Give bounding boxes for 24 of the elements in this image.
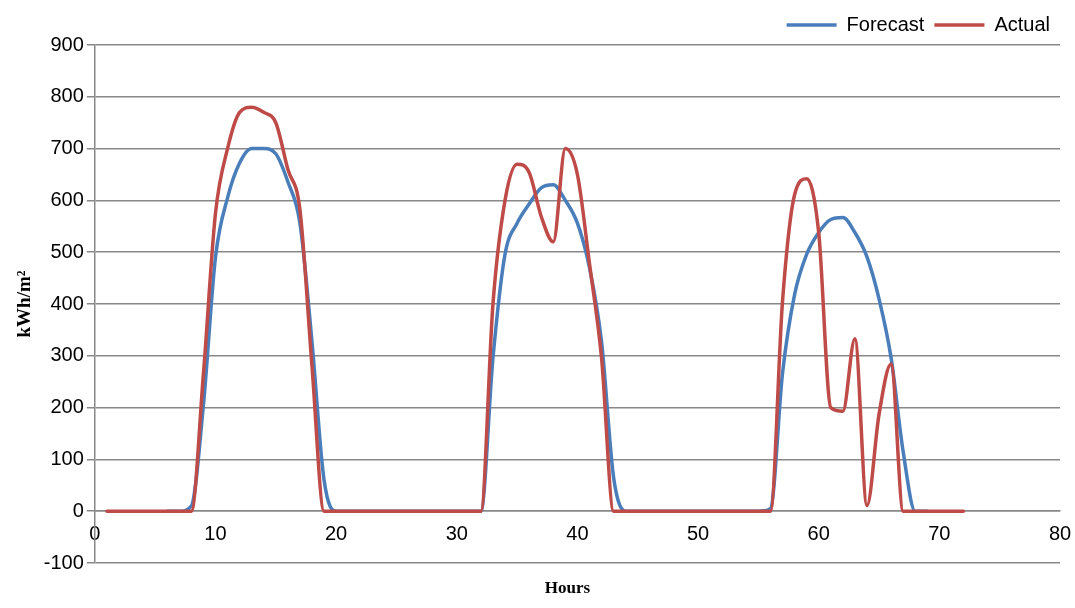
y-tick-label: 600 bbox=[50, 187, 84, 210]
y-tick-label: 500 bbox=[50, 239, 84, 262]
y-tick-label: 800 bbox=[50, 84, 84, 107]
x-tick-label: 70 bbox=[928, 521, 951, 544]
y-tick-label: 200 bbox=[50, 395, 84, 418]
y-tick-label: 0 bbox=[72, 498, 84, 521]
y-tick-label: 300 bbox=[50, 343, 84, 366]
y-tick-label: 400 bbox=[50, 291, 84, 314]
x-tick-label: 60 bbox=[807, 521, 830, 544]
y-tick-label: 100 bbox=[50, 446, 84, 469]
y-tick-label: -100 bbox=[43, 550, 84, 573]
legend-label: Actual bbox=[994, 12, 1051, 35]
x-tick-label: 20 bbox=[325, 521, 348, 544]
x-tick-label: 30 bbox=[445, 521, 468, 544]
y-tick-label: 700 bbox=[50, 136, 84, 159]
y-axis-title: kWh/m² bbox=[13, 270, 35, 338]
x-tick-label: 50 bbox=[686, 521, 710, 544]
x-tick-label: 10 bbox=[204, 521, 227, 544]
legend-label: Forecast bbox=[846, 12, 925, 35]
y-tick-label: 900 bbox=[50, 32, 84, 55]
x-tick-label: 40 bbox=[566, 521, 589, 544]
line-series bbox=[105, 105, 966, 513]
x-tick-label: 80 bbox=[1048, 521, 1072, 544]
x-axis-title: Hours bbox=[543, 578, 592, 598]
